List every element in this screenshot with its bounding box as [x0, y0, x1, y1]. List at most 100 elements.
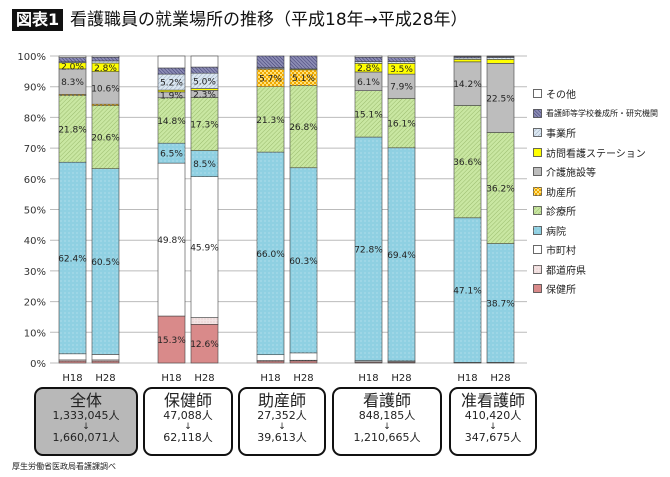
x-tick-label: H28: [391, 373, 411, 384]
y-tick-label: 100%: [17, 52, 46, 63]
data-label: 5.0%: [193, 77, 216, 87]
legend-item: 事業所: [533, 123, 658, 143]
bar-segment-pattern: [290, 85, 317, 168]
bar-segment: [157, 55, 186, 69]
legend-item: 看護師等学校養成所・研究機関: [533, 104, 658, 124]
bar-segment: [486, 59, 515, 64]
group-box: 保健師 47,088人 ↓ 62,118人: [143, 387, 233, 456]
group-name: 准看護師: [460, 391, 525, 410]
legend-item: 病院: [533, 221, 658, 241]
figure-tag: 図表1: [12, 9, 64, 31]
bar-segment-pattern: [487, 57, 514, 60]
x-tick-label: H18: [358, 373, 378, 384]
source-note: 厚生労働省医政局看護課調べ: [12, 462, 116, 471]
bar-segment-pattern: [257, 86, 284, 153]
y-tick-label: 0%: [30, 359, 46, 370]
data-label: 16.1%: [387, 120, 416, 130]
data-label: 38.7%: [486, 299, 515, 309]
group-count-h28: 39,613人: [257, 431, 307, 444]
data-label: 3.5%: [390, 65, 413, 75]
group-name: 看護師: [362, 391, 411, 410]
group-name: 助産師: [257, 391, 306, 410]
group-box: 全体 1,333,045人 ↓ 1,660,071人: [34, 387, 138, 456]
data-label: 66.0%: [256, 250, 285, 260]
x-tick-label: H28: [293, 373, 313, 384]
bar-segment-pattern: [487, 132, 514, 244]
bar-segment-pattern: [92, 60, 119, 64]
legend-label: 市町村: [546, 246, 576, 258]
legend-swatch: [533, 147, 542, 157]
bar-segment: [157, 315, 186, 364]
legend-item: 診療所: [533, 201, 658, 221]
bar-segment-pattern: [355, 90, 382, 138]
group-arrow: ↓: [489, 422, 497, 432]
bar-segment-pattern: [59, 61, 86, 63]
legend-label: 事業所: [546, 129, 576, 141]
legend-label: 介護施設等: [546, 168, 596, 180]
legend-label: 訪問看護ステーション: [546, 148, 646, 160]
bar-segment-pattern: [487, 56, 514, 58]
legend-label: その他: [546, 90, 576, 102]
y-tick-label: 40%: [24, 236, 46, 247]
legend-swatch: [533, 206, 542, 216]
data-label: 36.2%: [486, 185, 515, 195]
data-label: 1.9%: [160, 91, 183, 101]
bar-segment-pattern: [355, 137, 382, 361]
y-tick-label: 50%: [24, 206, 46, 217]
bar-segment-pattern: [92, 168, 119, 355]
data-label: 7.9%: [390, 83, 413, 93]
bar-segment-pattern: [191, 317, 218, 325]
y-tick-label: 20%: [24, 298, 46, 309]
bar-segment-pattern: [290, 360, 317, 361]
bar-segment-pattern: [257, 152, 284, 355]
data-label: 2.0%: [61, 62, 84, 72]
x-tick-label: H18: [161, 373, 181, 384]
bar-segment-pattern: [158, 143, 185, 164]
legend-swatch: [533, 264, 542, 274]
data-label: 5.1%: [292, 74, 315, 84]
legend-swatch: [533, 225, 542, 235]
bar-segment-pattern: [454, 56, 481, 58]
legend-label: 看護師等学校養成所・研究機関: [546, 108, 658, 118]
bar-segment-pattern: [355, 61, 382, 64]
y-tick-label: 90%: [24, 83, 46, 94]
x-tick-label: H28: [490, 373, 510, 384]
bar-segment: [453, 55, 482, 57]
bar-segment-pattern: [59, 162, 86, 354]
bar-segment: [91, 71, 120, 105]
bar-segment-pattern: [158, 97, 185, 144]
data-label: 6.5%: [160, 150, 183, 160]
bar-segment-pattern: [191, 73, 218, 89]
group-arrow: ↓: [383, 422, 391, 432]
bar-segment-pattern: [92, 105, 119, 169]
data-label: 36.6%: [453, 158, 482, 168]
data-label: 2.8%: [94, 64, 117, 74]
data-label: 8.3%: [61, 78, 84, 88]
legend-swatch: [533, 167, 542, 177]
bar-segment: [453, 61, 482, 106]
data-label: 26.8%: [289, 123, 318, 133]
group-box: 助産師 27,352人 ↓ 39,613人: [238, 387, 326, 456]
bar-segment-pattern: [257, 360, 284, 362]
y-tick-label: 60%: [24, 175, 46, 186]
bar-segment: [190, 324, 219, 364]
bar-segment: [91, 55, 120, 58]
bar-segment-pattern: [388, 98, 415, 148]
legend-label: 診療所: [546, 207, 576, 219]
bar-segment-pattern: [257, 67, 284, 69]
bar-segment: [190, 55, 219, 68]
legend-label: 助産所: [546, 187, 576, 199]
data-label: 45.9%: [190, 244, 219, 254]
bar-segment-pattern: [454, 57, 481, 60]
group-arrow: ↓: [184, 422, 192, 432]
bar-segment: [486, 55, 515, 57]
bar-segment: [289, 352, 318, 361]
legend-item: その他: [533, 84, 658, 104]
group-count-h28: 62,118人: [163, 431, 213, 444]
bar-segment-pattern: [191, 150, 218, 177]
data-label: 20.6%: [91, 134, 120, 144]
legend-label: 保健所: [546, 285, 576, 297]
bar-segment: [354, 55, 383, 58]
